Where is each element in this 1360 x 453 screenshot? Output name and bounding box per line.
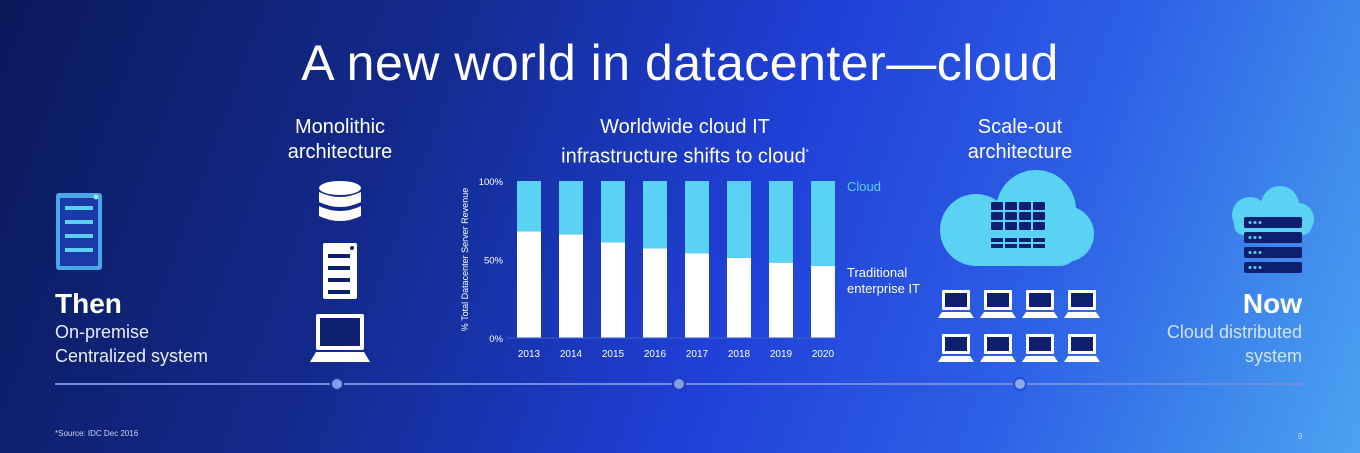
bar-cloud-2018 bbox=[727, 181, 751, 258]
bar-cloud-2015 bbox=[601, 181, 625, 243]
bar-traditional-2015 bbox=[601, 242, 625, 338]
x-tick-label: 2020 bbox=[812, 349, 835, 360]
cloud-servers-icon bbox=[940, 170, 1094, 266]
server-rack-icon bbox=[56, 193, 102, 270]
laptop-icon bbox=[1022, 290, 1058, 318]
database-icon bbox=[319, 181, 361, 221]
laptop-icon bbox=[938, 334, 974, 362]
legend-traditional-line-1: Traditional bbox=[847, 265, 907, 280]
then-subtitle-line-1: On-premise bbox=[55, 322, 150, 342]
x-tick-label: 2018 bbox=[728, 349, 751, 360]
x-tick-label: 2013 bbox=[518, 349, 541, 360]
then-subtitle-line-2: Centralized system bbox=[55, 346, 209, 366]
bar-cloud-2019 bbox=[769, 181, 793, 263]
source-footnote: *Source: IDC Dec 2016 bbox=[55, 429, 139, 438]
y-tick-label: 50% bbox=[484, 256, 504, 267]
bar-cloud-2020 bbox=[811, 181, 835, 266]
x-tick-label: 2016 bbox=[644, 349, 667, 360]
bar-traditional-2017 bbox=[685, 253, 709, 338]
x-tick-label: 2014 bbox=[560, 349, 583, 360]
bar-traditional-2013 bbox=[517, 231, 541, 338]
bar-cloud-2014 bbox=[559, 181, 583, 235]
now-heading: Now bbox=[1242, 288, 1302, 319]
monolithic-heading-line-1: Monolithic bbox=[294, 116, 386, 138]
bar-cloud-2016 bbox=[643, 181, 667, 249]
laptop-icon bbox=[980, 290, 1016, 318]
bar-traditional-2020 bbox=[811, 265, 835, 338]
monolithic-heading: Monolithic architecture bbox=[250, 115, 430, 165]
y-axis-label: % Total Datacenter Server Revenue bbox=[460, 188, 470, 331]
chart-heading-line-1: Worldwide cloud IT bbox=[600, 116, 770, 138]
bar-cloud-2013 bbox=[517, 181, 541, 232]
scaleout-heading-line-2: architecture bbox=[967, 141, 1073, 163]
scaleout-heading: Scale-out architecture bbox=[930, 115, 1110, 165]
laptop-grid bbox=[938, 290, 1100, 362]
monolithic-heading-line-2: architecture bbox=[287, 141, 393, 163]
laptop-icon bbox=[1064, 334, 1100, 362]
laptop-icon bbox=[310, 314, 370, 362]
now-subtitle: Cloud distributed system bbox=[1167, 320, 1302, 368]
bar-traditional-2018 bbox=[727, 257, 751, 338]
timeline-dot bbox=[1015, 379, 1025, 389]
laptop-icon bbox=[1064, 290, 1100, 318]
cloud-server-icon bbox=[1232, 186, 1314, 273]
bar-traditional-2019 bbox=[769, 262, 793, 338]
laptop-icon bbox=[1022, 334, 1058, 362]
scaleout-heading-line-1: Scale-out bbox=[977, 116, 1063, 138]
now-subtitle-line-2: system bbox=[1244, 346, 1302, 366]
slide-title: A new world in datacenter—cloud bbox=[301, 35, 1059, 91]
laptop-icon bbox=[938, 290, 974, 318]
footnote-mark: * bbox=[805, 148, 809, 157]
then-heading: Then bbox=[55, 288, 122, 319]
bar-traditional-2016 bbox=[643, 248, 667, 338]
chart-heading-line-2: infrastructure shifts to cloud* bbox=[520, 140, 850, 170]
bar-cloud-2017 bbox=[685, 181, 709, 254]
chart-heading-line-2-text: infrastructure shifts to cloud bbox=[561, 145, 806, 168]
stacked-bar-chart: 2013 2014 2015 2016 2017 2018 2019 2020 0% 50% 100… bbox=[460, 177, 920, 360]
timeline bbox=[55, 377, 1305, 391]
laptop-icon bbox=[980, 334, 1016, 362]
server-tower-icon bbox=[323, 243, 357, 299]
x-tick-label: 2017 bbox=[686, 349, 709, 360]
then-subtitle: On-premise Centralized system bbox=[55, 320, 208, 368]
legend-cloud: Cloud bbox=[847, 179, 881, 194]
now-subtitle-line-1: Cloud distributed bbox=[1166, 322, 1302, 342]
x-tick-label: 2015 bbox=[602, 349, 625, 360]
timeline-dot bbox=[332, 379, 342, 389]
bar-traditional-2014 bbox=[559, 234, 583, 338]
x-tick-label: 2019 bbox=[770, 349, 793, 360]
legend-traditional-line-2: enterprise IT bbox=[847, 281, 920, 296]
timeline-dot bbox=[674, 379, 684, 389]
chart-heading: Worldwide cloud IT infrastructure shifts… bbox=[520, 115, 850, 170]
y-tick-label: 100% bbox=[479, 177, 504, 188]
page-number: 9 bbox=[1298, 432, 1303, 441]
y-tick-label: 0% bbox=[489, 334, 503, 345]
